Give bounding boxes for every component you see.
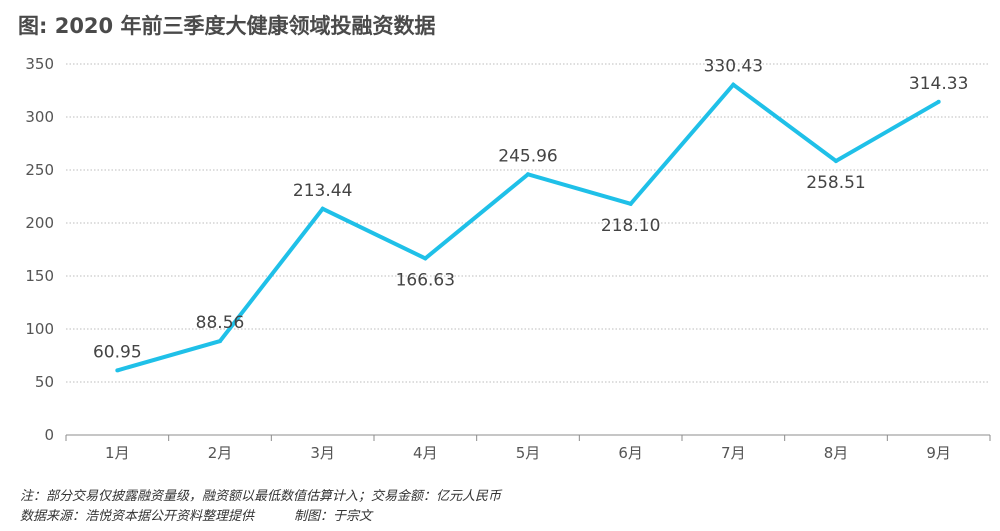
- author-text: 制图：于宗文: [294, 509, 373, 524]
- x-tick-label: 4月: [413, 444, 438, 462]
- data-label: 166.63: [396, 270, 455, 290]
- y-tick-label: 300: [25, 108, 54, 126]
- data-point: [628, 201, 633, 206]
- x-tick-label: 1月: [105, 444, 130, 462]
- x-tick-label: 8月: [824, 444, 849, 462]
- source-text: 数据来源：浩悦资本据公开资料整理提供: [20, 509, 255, 524]
- y-tick-label: 50: [35, 373, 54, 391]
- chart-title: 图: 2020 年前三季度大健康领域投融资数据: [18, 14, 436, 38]
- x-tick-label: 5月: [516, 444, 541, 462]
- data-point: [731, 82, 736, 87]
- data-label: 245.96: [498, 146, 557, 166]
- x-tick-label: 2月: [208, 444, 233, 462]
- data-point: [526, 172, 530, 177]
- data-point: [115, 368, 120, 373]
- data-point: [218, 339, 222, 344]
- data-label: 218.10: [601, 216, 660, 236]
- y-tick-label: 350: [25, 55, 54, 73]
- x-tick-label: 9月: [926, 444, 951, 462]
- data-point: [320, 206, 325, 211]
- data-label: 258.51: [806, 173, 865, 193]
- data-point: [834, 158, 838, 163]
- data-label: 330.43: [704, 57, 763, 77]
- x-tick-label: 3月: [310, 444, 335, 462]
- data-label: 60.95: [93, 342, 142, 362]
- x-tick-label: 7月: [721, 444, 746, 462]
- y-tick-label: 250: [25, 161, 54, 179]
- y-tick-label: 100: [25, 320, 54, 338]
- data-label: 314.33: [909, 74, 968, 94]
- data-label: 88.56: [196, 313, 245, 333]
- chart-source: 数据来源：浩悦资本据公开资料整理提供 制图：于宗文: [20, 505, 372, 524]
- y-tick-label: 200: [25, 214, 54, 232]
- x-tick-label: 6月: [618, 444, 643, 462]
- y-tick-label: 150: [25, 267, 54, 285]
- data-point: [936, 99, 941, 104]
- data-label: 213.44: [293, 181, 352, 201]
- data-point: [423, 256, 428, 261]
- chart-footnote: 注：部分交易仅披露融资量级，融资额以最低数值估算计入；交易金额：亿元人民币: [20, 489, 502, 504]
- y-tick-label: 0: [44, 426, 54, 444]
